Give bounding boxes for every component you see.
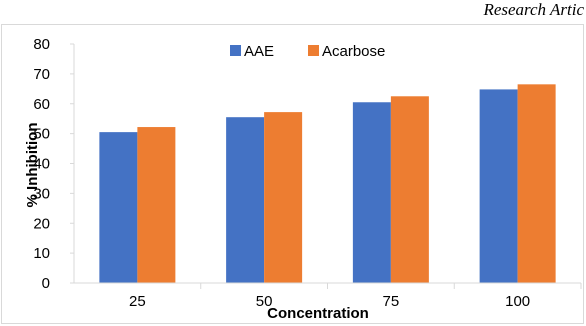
y-tick-label: 70 xyxy=(33,66,50,83)
y-tick-label: 30 xyxy=(33,185,50,202)
y-tick-label: 80 xyxy=(33,36,50,53)
y-tick-label: 20 xyxy=(33,215,50,232)
legend-label-aae: AAE xyxy=(244,43,274,60)
bar-aae-50 xyxy=(226,117,265,283)
x-tick-label: 50 xyxy=(256,293,273,310)
y-tick-label: 60 xyxy=(33,96,50,113)
x-axis-title: Concentration xyxy=(267,305,369,322)
bar-acarbose-25 xyxy=(137,127,176,284)
legend-swatch-acarbose xyxy=(308,45,319,56)
bar-aae-100 xyxy=(479,89,518,283)
y-axis-ticks: 0 10 20 30 40 50 60 70 80 xyxy=(33,36,74,292)
legend-swatch-aae xyxy=(230,45,241,56)
y-axis-title: % Inhibition xyxy=(24,123,41,208)
y-tick-label: 0 xyxy=(42,275,50,292)
x-tick-label: 100 xyxy=(505,293,530,310)
bar-acarbose-75 xyxy=(390,96,429,283)
y-tick-label: 10 xyxy=(33,245,50,262)
header-fragment: Research Artic xyxy=(483,0,584,19)
legend-label-acarbose: Acarbose xyxy=(322,43,385,60)
x-axis-ticks: 25 50 75 100 xyxy=(129,283,582,310)
y-tick-label: 50 xyxy=(33,126,50,143)
y-tick-label: 40 xyxy=(33,156,50,173)
x-tick-label: 25 xyxy=(129,293,146,310)
bar-aae-75 xyxy=(352,102,391,283)
legend: AAE Acarbose xyxy=(230,43,385,60)
bar-acarbose-50 xyxy=(264,112,303,284)
bar-aae-25 xyxy=(99,132,138,283)
chart-frame xyxy=(1,24,584,324)
x-tick-label: 75 xyxy=(383,293,400,310)
bar-acarbose-100 xyxy=(517,84,556,283)
bars xyxy=(99,84,556,284)
